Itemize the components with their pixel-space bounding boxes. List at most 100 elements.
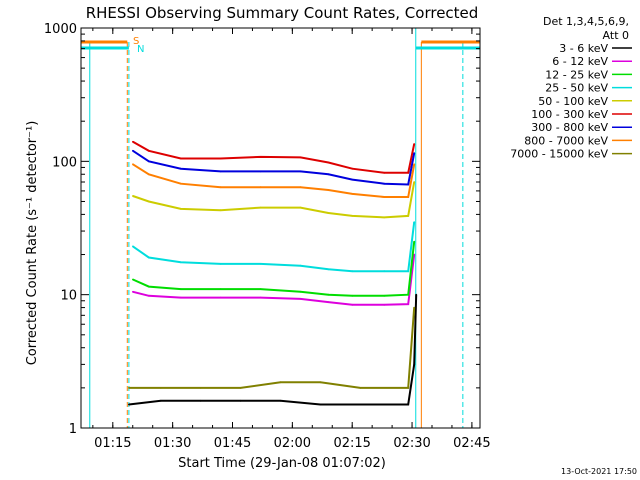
series-4-point-0	[132, 195, 134, 197]
series-7-point-1	[147, 173, 150, 176]
y-tick-label-2: 100	[52, 155, 77, 170]
axes: 01:15 01:30 01:45 02:00 02:15 02:30 02:45 1 10 10…	[44, 22, 491, 451]
series-7-point-3	[219, 186, 222, 189]
series-7-point-0	[132, 163, 134, 166]
series-0-point-5	[319, 403, 322, 406]
series-2-point-10	[413, 240, 416, 243]
legend-label-3: 25 - 50 keV	[545, 82, 608, 95]
series-2-point-5	[299, 290, 302, 293]
series-0-point-2	[199, 399, 202, 402]
series-7-point-5	[299, 186, 302, 189]
series-0-point-7	[407, 403, 410, 406]
series-3-point-8	[383, 270, 386, 273]
series-1-point-2	[179, 296, 182, 299]
series-8-point-6	[359, 387, 362, 389]
series-2-point-3	[219, 288, 222, 290]
series-3-point-4	[259, 263, 262, 265]
series-line-8	[128, 307, 416, 389]
series-6-point-0	[132, 149, 134, 152]
legend-label-8: 7000 - 15000 keV	[510, 148, 608, 161]
series-6-point-6	[327, 173, 330, 176]
series-4-point-2	[179, 208, 182, 210]
series-8-point-0	[127, 387, 130, 389]
series-2-point-1	[147, 285, 150, 288]
footer-timestamp: 13-Oct-2021 17:50	[561, 467, 637, 476]
series-7-point-9	[407, 196, 410, 198]
series-3-point-6	[327, 268, 330, 271]
annotation-n: N	[137, 44, 144, 55]
series-3-point-10	[413, 221, 416, 224]
series-8-point-7	[407, 387, 410, 389]
legend-label-2: 12 - 25 keV	[545, 68, 608, 81]
series-8-point-8	[413, 306, 416, 309]
series-4-point-3	[219, 209, 222, 212]
series-5-point-7	[351, 167, 354, 170]
x-tick-label-1: 01:30	[154, 436, 191, 451]
series-3-point-3	[219, 263, 222, 265]
annotation-s: S	[133, 36, 139, 47]
series-5-point-3	[219, 157, 222, 160]
series-5-point-2	[179, 157, 182, 160]
series-8-point-3	[239, 387, 242, 389]
series-1-point-9	[407, 303, 410, 305]
series-2-point-6	[327, 293, 330, 296]
series-6-point-8	[383, 182, 386, 185]
series-4-point-9	[407, 215, 410, 217]
series-0-point-0	[127, 403, 130, 406]
series-2-point-2	[179, 288, 182, 290]
series-7-point-2	[179, 182, 182, 185]
series-4-point-10	[413, 181, 416, 183]
series-line-2	[132, 241, 416, 297]
series-2-point-4	[259, 288, 262, 290]
series-5-point-1	[147, 149, 150, 152]
series-7-point-6	[327, 189, 330, 191]
x-tick-label-0: 01:15	[94, 436, 131, 451]
series-2-point-7	[351, 294, 354, 297]
legend-header-line-2: Att 0	[603, 29, 629, 42]
series-4-point-6	[327, 212, 330, 214]
series-6-point-1	[147, 160, 150, 163]
legend-label-0: 3 - 6 keV	[559, 42, 608, 55]
series-7-point-7	[351, 193, 354, 195]
series-5-point-4	[259, 156, 262, 158]
series-3-point-9	[407, 270, 410, 273]
legend-label-6: 300 - 800 keV	[531, 121, 608, 134]
series-1-point-3	[219, 296, 222, 299]
legend-label-5: 100 - 300 keV	[531, 108, 608, 121]
series-7-point-8	[383, 196, 386, 198]
series-5-point-10	[413, 143, 416, 145]
x-tick-label-2: 01:45	[214, 436, 251, 451]
series-1-point-4	[259, 296, 262, 299]
x-tick-label-4: 02:15	[333, 436, 370, 451]
series-4-point-8	[383, 216, 386, 219]
series-1-point-5	[299, 298, 302, 300]
series-1-point-0	[132, 290, 134, 293]
series-6-point-2	[179, 167, 182, 170]
series-line-0	[128, 294, 418, 406]
series-8-point-5	[319, 381, 322, 384]
series-6-point-3	[219, 170, 222, 173]
y-axis-label: Corrected Count Rate (s⁻¹ detector⁻¹)	[25, 121, 40, 366]
series-3-point-5	[299, 264, 302, 267]
series-8-point-2	[199, 387, 202, 389]
series-line-6	[132, 149, 416, 186]
series-1-point-7	[351, 303, 354, 306]
y-tick-label-3: 1000	[44, 22, 77, 37]
series-6-point-10	[413, 152, 416, 155]
series-line-3	[132, 221, 416, 273]
series-8-point-4	[279, 381, 282, 384]
y-tick-label-1: 10	[60, 289, 77, 304]
legend-header-line-1: Det 1,3,4,5,6,9,	[543, 15, 629, 28]
series-4-point-4	[259, 206, 262, 209]
series-5-point-0	[132, 140, 134, 143]
x-tick-label-5: 02:30	[393, 436, 430, 451]
series-0-point-9	[415, 293, 418, 296]
series-3-point-1	[147, 256, 150, 259]
series-3-point-0	[132, 245, 134, 248]
series-4-point-1	[147, 200, 150, 203]
legend-label-1: 6 - 12 keV	[552, 55, 608, 68]
series-0-point-4	[279, 399, 282, 402]
legend-label-7: 800 - 7000 keV	[524, 134, 608, 147]
